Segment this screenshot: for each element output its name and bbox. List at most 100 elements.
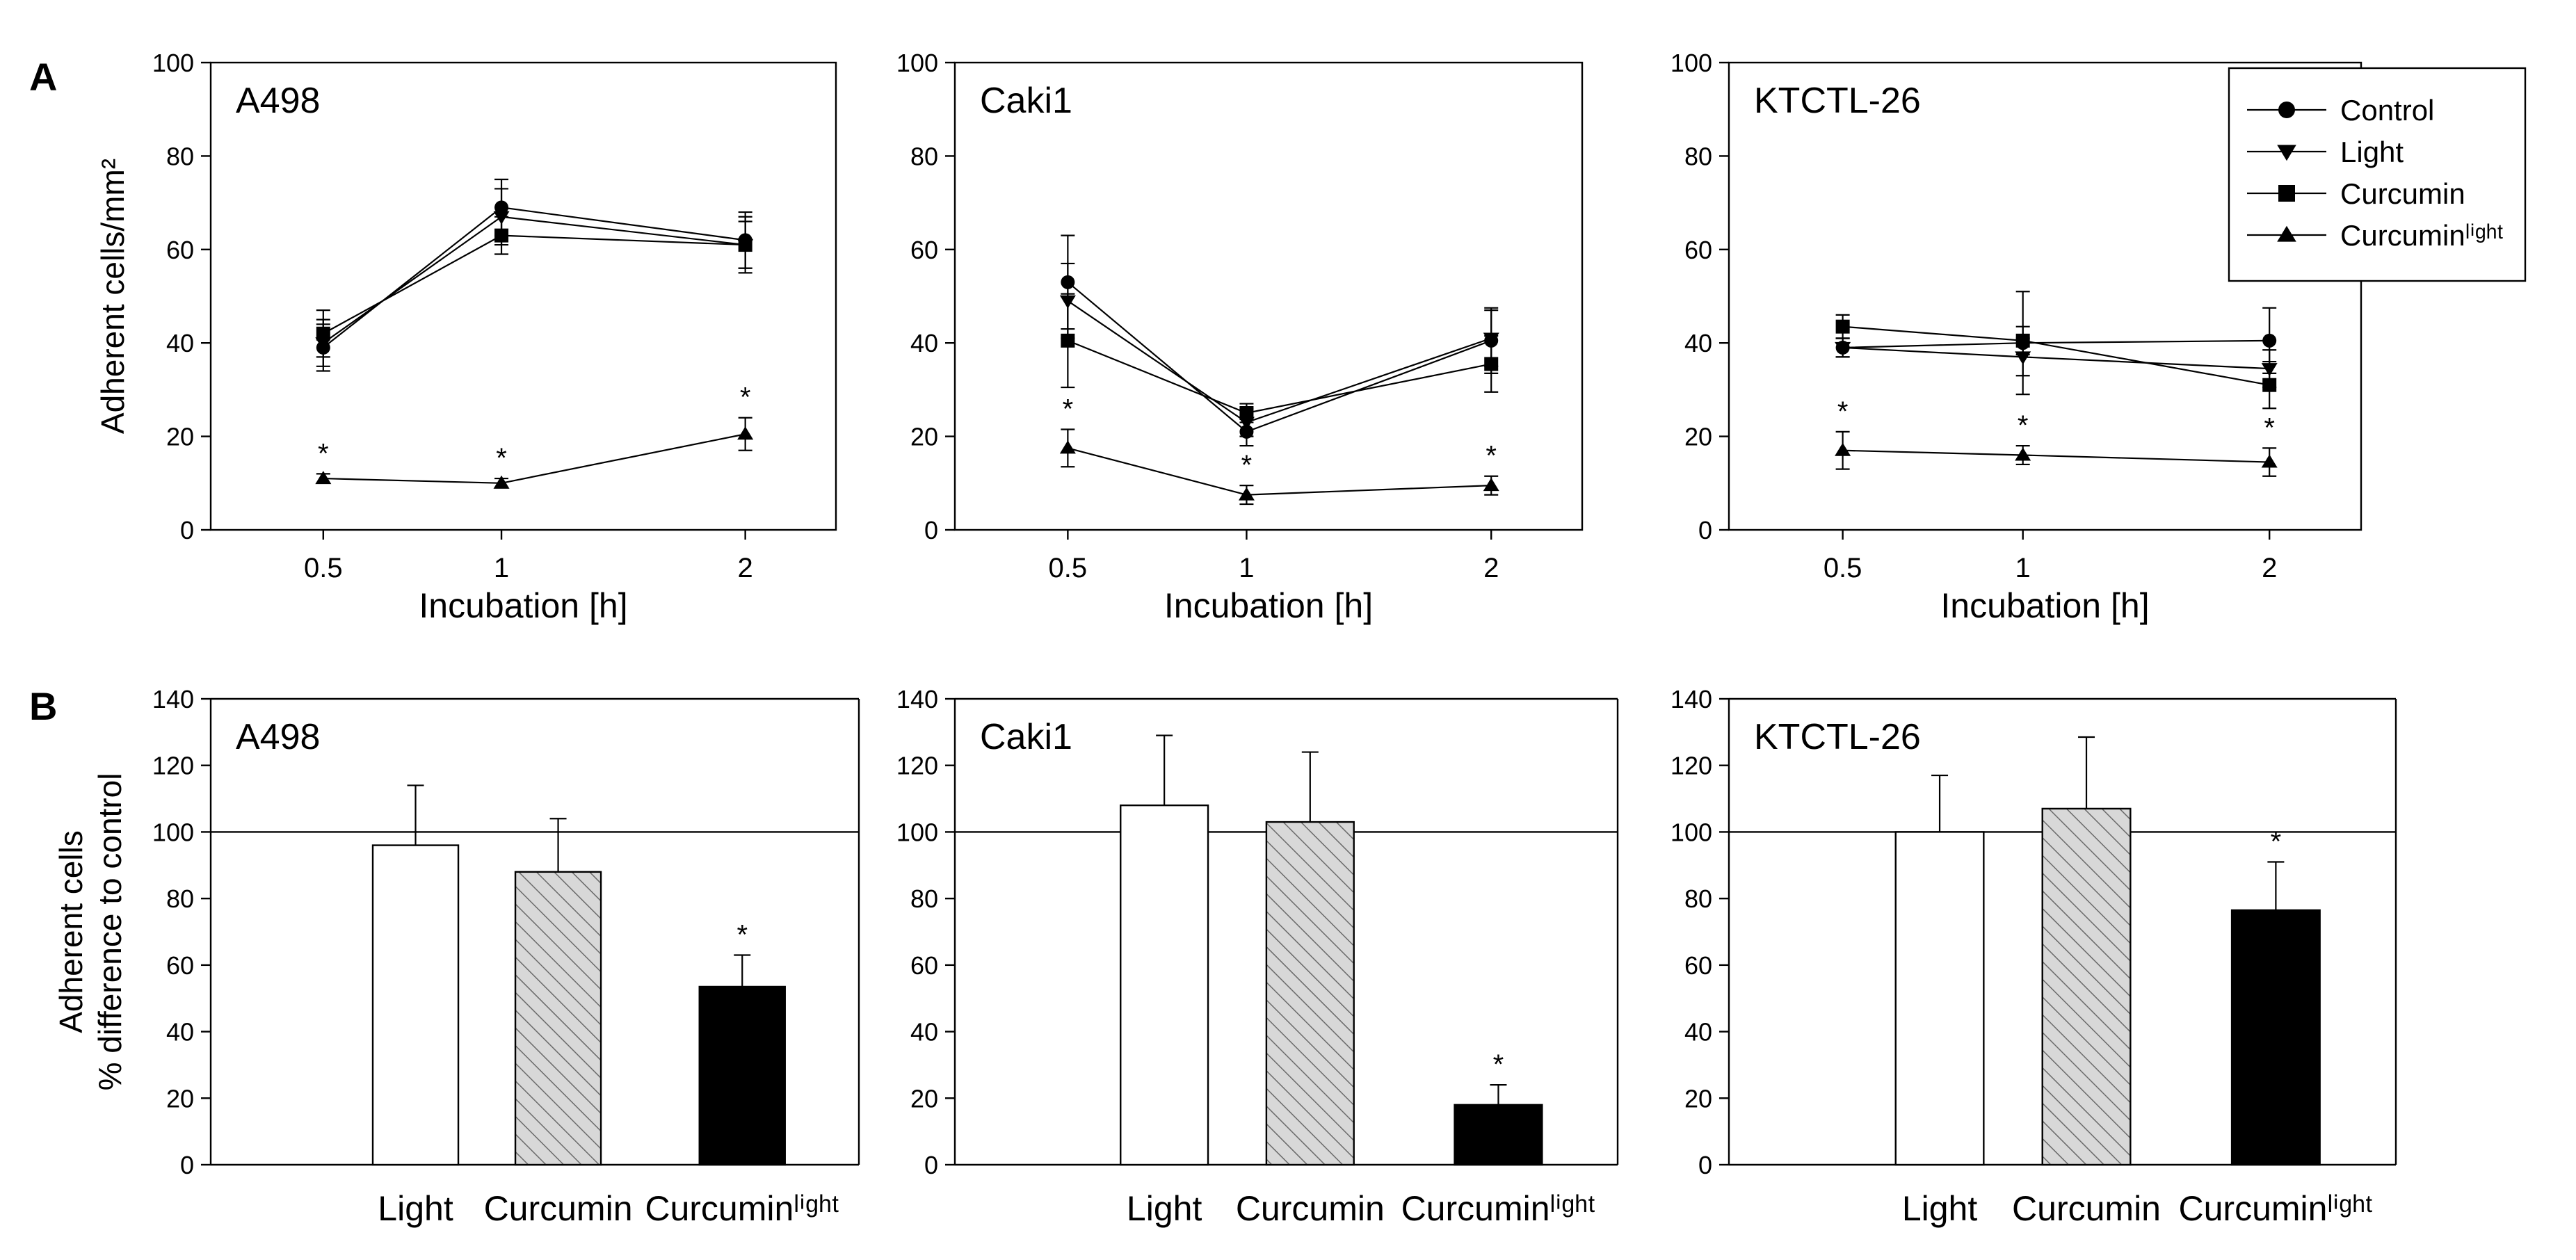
significance-marker: * <box>2264 412 2275 443</box>
line-chart-ktctl-26: 0 20 40 60 80 100 KTCTL-26 0.5 1 2 Incubation [h] *… <box>1671 49 2362 625</box>
series-circle <box>1835 291 2277 396</box>
legend-box <box>2228 67 2527 282</box>
legend-label: Light <box>2340 136 2404 168</box>
data-point <box>737 426 754 440</box>
x-axis-label: Incubation [h] <box>1940 586 2149 625</box>
y-tick-label: 120 <box>152 752 194 780</box>
series-line <box>323 433 746 484</box>
y-tick-label: 0 <box>180 1151 194 1179</box>
legend-marker-circle <box>2278 102 2295 118</box>
y-tick-label: 100 <box>1671 49 1712 77</box>
x-tick-label: 0.5 <box>304 553 343 583</box>
x-tick-label: Light <box>378 1189 453 1228</box>
y-tick-label: 140 <box>896 685 938 713</box>
legend-marker-triangle-up <box>2277 225 2296 242</box>
chart-title: KTCTL-26 <box>1754 717 1921 757</box>
x-axis-label: Incubation [h] <box>1164 586 1373 625</box>
data-point <box>1835 442 1851 456</box>
data-point <box>316 326 330 341</box>
series-line <box>1067 339 1492 414</box>
y-tick-label: 0 <box>924 1151 938 1179</box>
y-tick-label: 100 <box>152 818 194 846</box>
y-tick-label: 120 <box>896 752 938 780</box>
significance-marker: * <box>736 920 748 951</box>
x-tick-label: Curcumin <box>1236 1189 1385 1228</box>
y-tick-label: 40 <box>166 329 194 357</box>
y-tick-label: 40 <box>166 1018 194 1047</box>
data-point <box>1239 406 1254 420</box>
x-tick-label: Curcumin <box>484 1189 633 1228</box>
series-triangle-up <box>1835 430 2278 477</box>
significance-marker: * <box>2018 410 2029 441</box>
y-tick-label: 20 <box>910 1084 938 1113</box>
series-line <box>1842 449 2270 463</box>
y-tick-label: 140 <box>1671 685 1712 713</box>
y-tick-label: 60 <box>166 236 194 264</box>
significance-marker: * <box>1241 450 1253 480</box>
x-tick-label: Light <box>1902 1189 1978 1228</box>
legend-label: Curcuminˡⁱᵍʰᵗ <box>2340 219 2504 252</box>
y-tick-label: 80 <box>166 142 194 170</box>
legend-label: Control <box>2340 94 2434 127</box>
line-chart-caki1: 0 20 40 60 80 100 Caki1 0.5 1 2 Incubation [h] * * * <box>896 49 1584 625</box>
line-chart-a498: 0 20 40 60 80 100 A498 Adherent cells/mm² 0.5 1 2 I… <box>95 49 837 625</box>
bar-hatched <box>2041 807 2132 1166</box>
data-point <box>2262 333 2277 348</box>
data-point <box>493 475 510 489</box>
y-tick-label: 20 <box>910 423 938 451</box>
plot-frame <box>1728 61 2362 531</box>
y-tick-label: 120 <box>1671 752 1712 780</box>
series-line <box>1842 325 2270 386</box>
x-tick-label: 1 <box>494 553 509 583</box>
series-line <box>1067 300 1492 423</box>
chart-title: A498 <box>236 717 320 757</box>
legend-label: Curcumin <box>2340 177 2465 210</box>
significance-marker: * <box>1063 394 1074 425</box>
y-axis-label: Adherent cells/mm² <box>95 159 131 434</box>
data-point <box>1484 357 1499 371</box>
series-triangle-up <box>1059 428 1499 506</box>
significance-marker: * <box>1837 396 1849 427</box>
x-tick-label: Curcuminˡⁱᵍʰᵗ <box>645 1189 839 1228</box>
bar-black <box>2230 909 2321 1166</box>
series-line <box>1068 447 1492 496</box>
plot-frame <box>209 61 837 531</box>
y-tick-label: 0 <box>180 516 194 544</box>
series-square <box>1835 314 2277 410</box>
y-tick-label: 40 <box>1684 329 1712 357</box>
series-circle <box>316 178 752 372</box>
x-tick-label: Light <box>1127 1189 1202 1228</box>
x-tick-label: Curcuminˡⁱᵍʰᵗ <box>2179 1189 2374 1228</box>
series-line <box>323 216 746 344</box>
data-point <box>738 238 752 252</box>
y-axis-label: Adherent cells <box>53 830 89 1033</box>
data-point <box>2015 333 2030 348</box>
data-point <box>315 471 332 485</box>
y-axis-label: % difference to control <box>92 773 128 1091</box>
legend: Control Light Curcumin Curcuminˡⁱᵍʰᵗ <box>2228 67 2527 282</box>
significance-marker: * <box>1493 1049 1504 1080</box>
data-point <box>1835 319 1850 334</box>
data-point <box>1059 440 1076 454</box>
data-point <box>1483 478 1499 492</box>
y-tick-label: 80 <box>1684 885 1712 913</box>
chart-title: Caki1 <box>980 81 1072 121</box>
y-tick-label: 100 <box>1671 818 1712 846</box>
panel-label-a: A <box>29 55 57 99</box>
x-tick-label: 1 <box>2015 553 2031 583</box>
series-line <box>323 207 746 348</box>
data-point <box>2015 447 2031 461</box>
y-tick-label: 80 <box>910 885 938 913</box>
significance-marker: * <box>496 443 507 474</box>
x-axis-label: Incubation [h] <box>419 586 627 625</box>
x-tick-label: Curcuminˡⁱᵍʰᵗ <box>1401 1189 1596 1228</box>
y-tick-label: 20 <box>1684 423 1712 451</box>
series-square <box>1061 293 1499 423</box>
panel-label-b: B <box>29 684 57 728</box>
y-tick-label: 20 <box>166 1084 194 1113</box>
x-tick-label: 0.5 <box>1049 553 1088 583</box>
bar-hatched <box>514 871 602 1166</box>
y-tick-label: 80 <box>910 142 938 170</box>
y-tick-label: 40 <box>1684 1018 1712 1047</box>
significance-marker: * <box>318 438 329 469</box>
